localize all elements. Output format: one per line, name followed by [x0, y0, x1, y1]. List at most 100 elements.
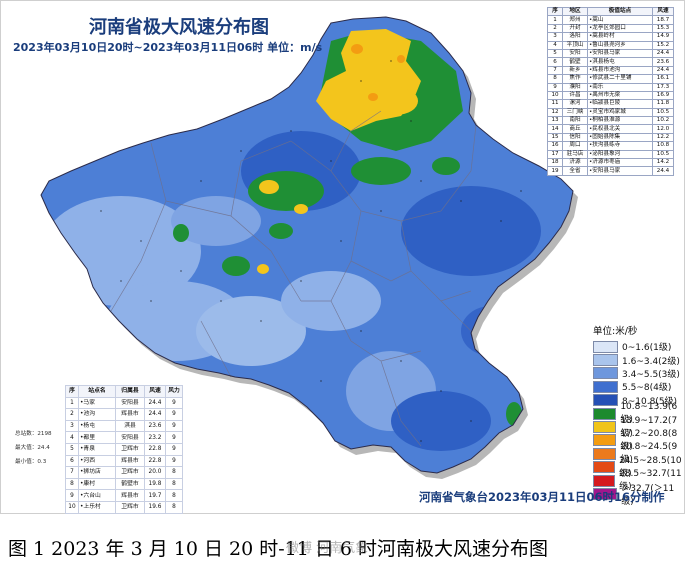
city-index: 14: [547, 124, 563, 134]
station-index: 8: [65, 477, 79, 491]
station-index: 3: [65, 419, 79, 433]
city-region: 全省: [562, 166, 588, 176]
station-force: 9: [165, 431, 183, 444]
city-region: 商丘: [562, 124, 588, 134]
city-index: 1: [547, 15, 563, 25]
city-index: 11: [547, 99, 563, 109]
city-speed: 10.8: [652, 141, 674, 151]
legend-swatch: [593, 380, 618, 393]
city-speed: 14.9: [652, 32, 674, 42]
city-index: 12: [547, 107, 563, 118]
city-index: 7: [547, 65, 563, 76]
legend-items: 0~1.6(1级) 1.6~3.4(2级) 3.4~5.5(3级) 5.5~8(4级)…: [593, 340, 685, 507]
city-index: 18: [547, 158, 563, 168]
station-index: 7: [65, 466, 79, 479]
station-table-header-row: 序 站点名 归属县 风速 风力: [65, 385, 183, 398]
station-county: 辉县市: [115, 454, 145, 468]
city-index: 13: [547, 116, 563, 126]
legend-item: 8~10.8(5级): [593, 394, 685, 407]
stat-total: 总站数：2198: [15, 431, 52, 437]
station-force: 9: [165, 408, 183, 421]
city-speed: 23.6: [652, 57, 674, 67]
station-table-row: 6 •河西 辉县市 22.8 9: [65, 454, 183, 468]
city-col-station: 极值站点: [587, 6, 653, 17]
city-table-row: 17 驻马店 •泌阳县象河 10.5: [547, 149, 674, 160]
city-speed: 16.9: [652, 90, 674, 101]
legend-item: 10.8~13.9(6级): [593, 402, 685, 425]
legend-label: 10.8~13.9(6级): [620, 402, 678, 426]
city-index: 6: [547, 57, 563, 67]
station-speed: 19.8: [144, 477, 166, 491]
city-speed: 17.3: [652, 82, 674, 92]
legend-swatch: [593, 394, 618, 407]
station-county: 卫辉市: [115, 442, 145, 456]
legend-item: 0~1.6(1级): [593, 340, 685, 353]
city-table-row: 8 焦作 •修武县二十里铺 16.1: [547, 74, 674, 84]
legend-item: 20.8~24.5(9级): [593, 442, 685, 465]
station-index: 6: [65, 454, 79, 468]
station-name: •池沟: [78, 408, 116, 421]
legend-label: ＞32.7(＞11级): [621, 484, 675, 507]
city-region: 南阳: [562, 116, 588, 126]
legend-label: 5.5~8(4级): [622, 383, 672, 394]
producer-credit: 河南省气象台2023年03月11日06时16分制作: [419, 490, 665, 504]
map-legend: 单位:米/秒 0~1.6(1级) 1.6~3.4(2级) 3.4~5.5(3级) 5.…: [593, 323, 685, 507]
city-table-row: 3 洛阳 •嵩县岭村 14.9: [547, 32, 674, 42]
legend-swatch: [593, 461, 616, 474]
legend-item: 13.9~17.2(7级): [593, 416, 685, 439]
city-col-region: 地区: [562, 6, 588, 17]
city-station: •桐柏县淮源: [587, 116, 653, 126]
station-speed: 22.8: [144, 442, 166, 456]
city-station: •泌阳县象河: [587, 149, 653, 160]
station-index: 1: [65, 396, 79, 410]
city-station: •民权县北关: [587, 124, 653, 134]
station-name: •六台山: [78, 489, 116, 502]
watermark: 微博 河南气象: [286, 541, 369, 556]
city-speed: 14.2: [652, 158, 674, 168]
station-county: 卫辉市: [115, 500, 145, 514]
city-station: •嵩山: [587, 15, 653, 25]
city-index: 9: [547, 82, 563, 92]
city-station: •灵宝市鸡家城: [587, 107, 653, 118]
city-station: •安阳县马家: [587, 166, 653, 176]
station-force: 8: [165, 466, 183, 479]
city-region: 许昌: [562, 90, 588, 101]
figure-caption: 图 1 2023 年 3 月 10 日 20 时-11 日 6 时河南极大风速分…: [8, 538, 549, 560]
station-name: •狮坊店: [78, 466, 116, 479]
city-table-row: 6 鹤壁 •淇县杨屯 23.6: [547, 57, 674, 67]
city-speed: 10.5: [652, 107, 674, 118]
city-region: 安阳: [562, 48, 588, 59]
legend-swatch: [593, 367, 618, 380]
station-county: 鹤壁市: [115, 477, 145, 491]
figure-frame: 河南省极大风速分布图 2023年03月10日20时~2023年03月11日06时…: [0, 0, 685, 514]
city-col-index: 序: [547, 6, 563, 17]
stat-min: 最小值：0.3: [15, 459, 47, 465]
city-station: •龙亭区郊园口: [587, 23, 653, 34]
station-force: 8: [165, 477, 183, 491]
station-speed: 20.0: [144, 466, 166, 479]
city-table-row: 18 济源 •济源市枣庙 14.2: [547, 158, 674, 168]
legend-item: 3.4~5.5(3级): [593, 367, 685, 380]
station-table-row: 3 •杨屯 淇县 23.6 9: [65, 419, 183, 433]
city-station: •安阳县马家: [587, 48, 653, 59]
station-index: 9: [65, 489, 79, 502]
city-index: 2: [547, 23, 563, 34]
city-region: 济源: [562, 158, 588, 168]
station-force: 9: [165, 419, 183, 433]
map-title: 河南省极大风速分布图: [89, 17, 269, 38]
map-subtitle: 2023年03月10日20时~2023年03月11日06时 单位：m/s: [13, 41, 323, 54]
city-index: 8: [547, 74, 563, 84]
city-region: 洛阳: [562, 32, 588, 42]
station-table-row: 1 •马家 安阳县 24.4 9: [65, 396, 183, 410]
station-table-row: 2 •池沟 辉县市 24.4 9: [65, 408, 183, 421]
station-county: 卫辉市: [115, 466, 145, 479]
station-col-index: 序: [65, 385, 79, 398]
city-speed: 24.4: [652, 166, 674, 176]
city-station: •南乐: [587, 82, 653, 92]
legend-item: 28.5~32.7(11级): [593, 469, 685, 492]
city-table-body: 1 郑州 •嵩山 18.7 2 开封 •龙亭区郊园口 15.3 3 洛阳 •嵩县岭村 14.9 4 平顶山…: [547, 15, 674, 176]
city-speed: 18.7: [652, 15, 674, 25]
station-dots: [100, 60, 522, 442]
city-speed: 15.3: [652, 23, 674, 34]
city-table-row: 19 全省 •安阳县马家 24.4: [547, 166, 674, 176]
